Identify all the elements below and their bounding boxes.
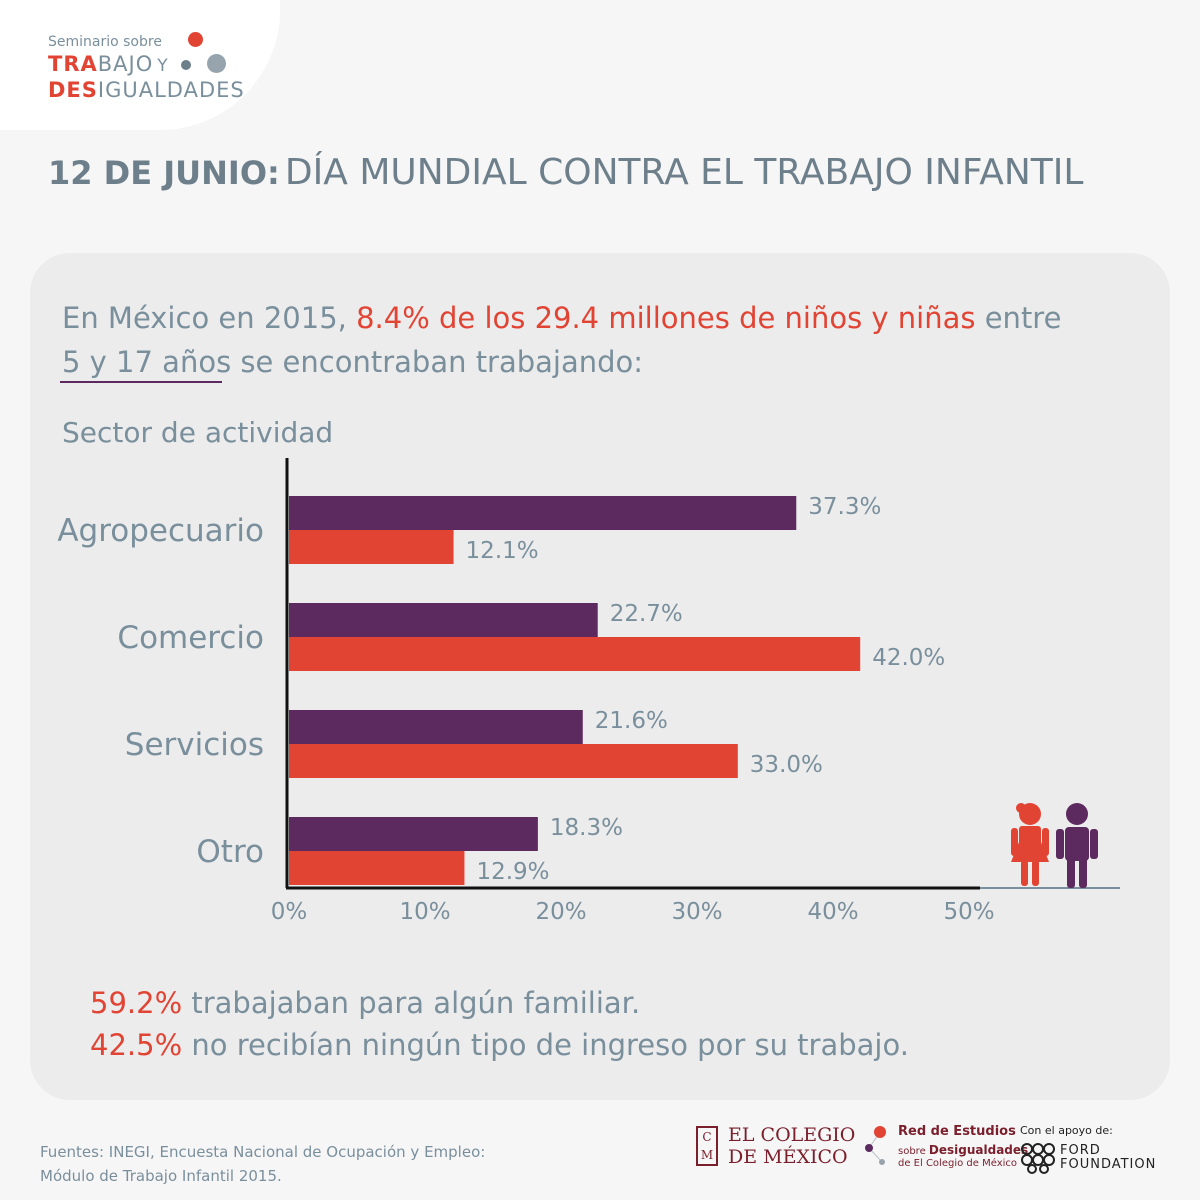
data-label: 12.9%: [476, 859, 549, 885]
bar: [289, 851, 465, 885]
logo-bajo: BAJO: [97, 52, 154, 76]
stat-line-2: 42.5% no recibían ningún tipo de ingreso…: [90, 1024, 909, 1066]
colmex-name: EL COLEGIO DE MÉXICO: [728, 1124, 855, 1168]
data-label: 12.1%: [466, 538, 539, 564]
bar: [289, 637, 861, 671]
logo-line-1: Seminario sobre: [48, 34, 162, 50]
x-tick-label: 20%: [535, 899, 586, 925]
data-label: 18.3%: [550, 815, 623, 841]
ford-line-2: FOUNDATION: [1060, 1157, 1157, 1172]
data-label: 42.0%: [872, 645, 945, 671]
logo-line-3: DESIGUALDADES: [48, 78, 245, 102]
ford-line-1: FORD: [1060, 1143, 1101, 1158]
age-range-underline: [60, 381, 222, 383]
ford-foundation-logo: Con el apoyo de: FORD FOUNDATION: [1020, 1124, 1155, 1174]
logo-line-2: TRABAJO Y: [48, 52, 245, 76]
category-label: Agropecuario: [57, 513, 264, 549]
ford-name: FORD FOUNDATION: [1060, 1144, 1156, 1172]
seminar-logo: Seminario sobre TRABAJO Y DESIGUALDADES: [48, 34, 245, 102]
stat-value-2: 42.5%: [90, 1028, 183, 1062]
colmex-line-2: DE MÉXICO: [728, 1146, 848, 1168]
x-tick-label: 30%: [671, 899, 722, 925]
colmex-monogram-bottom: M: [700, 1148, 714, 1162]
x-tick-label: 40%: [807, 899, 858, 925]
content-card: [30, 253, 1170, 1100]
network-dots-icon: [865, 1126, 886, 1165]
ford-support-label: Con el apoyo de:: [1020, 1124, 1113, 1137]
chart-axis-title: Sector de actividad: [62, 416, 334, 449]
data-label: 37.3%: [808, 494, 881, 520]
intro-part-3: entre: [975, 301, 1062, 335]
bar: [289, 603, 598, 637]
intro-age-range: 5 y 17 años: [62, 345, 232, 379]
title-text: DÍA MUNDIAL CONTRA EL TRABAJO INFANTIL: [284, 152, 1084, 193]
title-date: 12 DE JUNIO:: [48, 154, 280, 192]
intro-text: En México en 2015, 8.4% de los 29.4 mill…: [62, 296, 1142, 384]
red-sub-small: sobre: [898, 1146, 929, 1157]
colmex-monogram-top: C: [702, 1130, 712, 1144]
logo-des: DES: [48, 78, 98, 102]
category-label: Comercio: [117, 620, 264, 656]
data-label: 21.6%: [595, 708, 668, 734]
intro-highlight: 8.4% de los 29.4 millones de niños y niñ…: [356, 301, 976, 335]
bar: [289, 817, 538, 851]
logo-dot-red: [188, 32, 203, 47]
intro-part-1: En México en 2015,: [62, 301, 357, 335]
girl-icon: [1011, 803, 1049, 886]
category-label: Servicios: [125, 727, 264, 763]
logo-dot-small: [181, 60, 191, 70]
ford-knot-icon: [1021, 1143, 1055, 1174]
colmex-line-1: EL COLEGIO: [728, 1124, 856, 1146]
logo-dot-large: [207, 54, 226, 73]
red-subtitle: sobre Desigualdades: [898, 1143, 1028, 1157]
boy-icon: [1056, 803, 1098, 888]
category-label: Otro: [196, 834, 264, 870]
bar: [289, 744, 738, 778]
bar: [289, 530, 454, 564]
bar: [289, 710, 583, 744]
red-subtitle-2: de El Colegio de México: [898, 1158, 1018, 1169]
source-line-2: Módulo de Trabajo Infantil 2015.: [40, 1167, 282, 1185]
x-tick-label: 10%: [399, 899, 450, 925]
stat-value-1: 59.2%: [90, 986, 183, 1020]
logo-y: Y: [157, 56, 169, 76]
logo-tra: TRA: [48, 52, 98, 76]
x-tick-label: 50%: [943, 899, 994, 925]
red-title: Red de Estudios: [898, 1124, 1016, 1139]
x-tick-label: 0%: [271, 899, 308, 925]
stat-text-2: no recibían ningún tipo de ingreso por s…: [182, 1028, 909, 1062]
intro-part-5: se encontraban trabajando:: [231, 345, 644, 379]
red-sub-bold: Desigualdades: [928, 1143, 1029, 1157]
data-label: 33.0%: [750, 752, 823, 778]
stat-line-1: 59.2% trabajaban para algún familiar.: [90, 982, 909, 1024]
stat-text-1: trabajaban para algún familiar.: [182, 986, 641, 1020]
source-line-1: Fuentes: INEGI, Encuesta Nacional de Ocu…: [40, 1143, 486, 1161]
summary-stats: 59.2% trabajaban para algún familiar. 42…: [90, 982, 909, 1066]
bar: [289, 496, 797, 530]
colmex-monogram: C M: [696, 1126, 718, 1166]
source-note: Fuentes: INEGI, Encuesta Nacional de Ocu…: [40, 1140, 485, 1188]
page-title: 12 DE JUNIO: DÍA MUNDIAL CONTRA EL TRABA…: [48, 152, 1083, 193]
bar-chart: Agropecuario 37.3% 12.1% Comercio 22.7% 42.0%…: [57, 458, 1120, 925]
data-label: 22.7%: [610, 601, 683, 627]
logo-igualdades: IGUALDADES: [97, 78, 245, 102]
